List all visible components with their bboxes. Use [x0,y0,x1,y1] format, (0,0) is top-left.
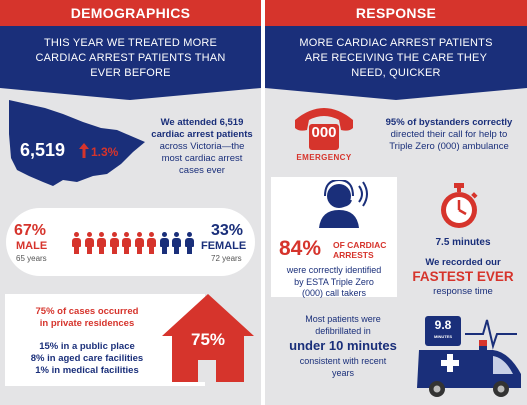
headline-line: in private residences [39,318,135,329]
response-fastest: FASTEST EVER [412,269,514,284]
stopwatch-icon [441,183,478,228]
person-male-icon [147,232,156,254]
arrow-up-icon [79,143,89,158]
defib-line: defibrillated in [315,325,371,336]
person-female-icon [159,232,169,254]
person-male-icon [122,232,131,254]
heart-monitor-icon [425,316,517,350]
calltakers-line: by ESTA Triple Zero [294,276,374,287]
emergency-text: 95% of bystanders correctly directed the… [373,117,525,153]
female-age: 72 years [211,254,242,263]
house-icon [162,294,254,382]
map-text-line: cases ever [179,165,225,176]
person-female-icon [172,232,181,254]
detail-line: 15% in a public place [39,341,135,352]
person-female-icon [184,232,194,254]
calltakers-line: (000) call takers [301,288,367,298]
defib-line: years [331,367,354,378]
male-pct: 67% [14,222,47,239]
response-banner: MORE CARDIAC ARREST PATIENTS ARE RECEIVI… [265,26,527,88]
demographics-panel: DEMOGRAPHICS THIS YEAR WE TREATED MORE C… [0,0,261,405]
response-line3: response time [433,286,493,297]
banner-line: THIS YEAR WE TREATED MORE [43,37,218,49]
detail-line: 1% in medical facilities [35,365,139,376]
defib-line: consistent with recent [299,356,387,366]
ambulance-icon [417,340,521,397]
location-card [5,294,205,386]
banner-arrow [0,88,261,100]
banner-line: MORE CARDIAC ARREST PATIENTS [299,37,493,49]
person-male-icon [109,232,119,254]
emergency-line: Triple Zero (000) ambulance [389,141,509,152]
demographics-header: DEMOGRAPHICS [0,0,261,26]
banner-line: ARE RECEIVING THE CARE THEY [304,52,488,64]
person-male-icon [72,232,81,254]
map-text-line: We attended 6,519 [160,117,244,128]
victoria-map-icon [9,100,145,186]
banner-line: EVER BEFORE [90,67,171,79]
person-male-icon [97,232,106,254]
calltakers-text: were correctly identified by ESTA Triple… [275,265,393,300]
map-change: 1.3% [91,145,119,159]
response-line1: We recorded our [425,257,501,268]
monitor-value: 9.8 [434,318,452,332]
emergency-line: directed their call for help to [390,129,508,140]
emergency-line: 95% of bystanders correctly [385,117,513,128]
map-text-line: cardiac arrest patients [151,129,253,140]
male-label: MALE [16,240,48,252]
monitor-unit: MINUTES [434,334,452,339]
female-label: FEMALE [201,240,247,252]
male-age: 65 years [16,254,47,263]
person-male-icon [84,232,94,254]
defib-outro: consistent with recent years [281,356,405,379]
calltakers-line: were correctly identified [286,265,382,275]
label-line: ARRESTS [333,250,374,260]
map-text-line: across Victoria—the [159,141,245,152]
phone-label: EMERGENCY [296,153,352,162]
calltakers-pct: 84% [279,237,322,260]
defib-line: Most patients were [305,314,381,324]
person-male-icon [134,232,144,254]
banner-line: NEED, QUICKER [351,67,441,79]
map-text: We attended 6,519 cardiac arrest patient… [146,117,258,177]
response-panel: RESPONSE MORE CARDIAC ARREST PATIENTS AR… [265,0,527,405]
map-text-line: most cardiac arrest [161,153,243,164]
house-pct: 75% [190,330,226,349]
defib-big: under 10 minutes [289,338,397,353]
label-line: OF CARDIAC [333,240,387,250]
location-details: 15% in a public place 8% in aged care fa… [12,341,162,377]
calltakers-label: OF CARDIAC ARRESTS [333,240,386,260]
response-header: RESPONSE [265,0,527,26]
map-count: 6,519 [20,140,66,160]
demographics-banner: THIS YEAR WE TREATED MORE CARDIAC ARREST… [0,26,261,88]
phone-icon [295,108,353,150]
phone-number: 000 [311,124,337,141]
banner-arrow [265,88,527,100]
defib-intro: Most patients were defibrillated in [281,314,405,337]
female-pct: 33% [211,222,244,239]
banner-line: CARDIAC ARREST PATIENTS THAN [35,52,226,64]
headline-line: 75% of cases occurred [35,306,139,317]
response-minutes: 7.5 minutes [435,237,491,248]
headset-operator-icon [319,180,368,228]
detail-line: 8% in aged care facilities [30,353,144,364]
location-headline: 75% of cases occurred in private residen… [12,306,162,330]
